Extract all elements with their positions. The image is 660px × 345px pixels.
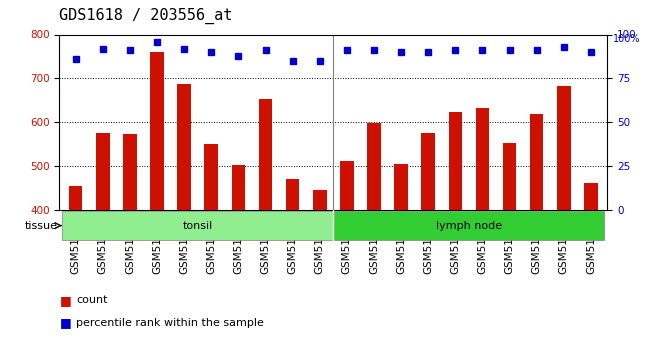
Bar <box>123 134 137 210</box>
Bar <box>394 164 408 210</box>
Text: lymph node: lymph node <box>436 220 502 230</box>
Text: tissue: tissue <box>25 220 58 230</box>
Text: ■: ■ <box>59 294 71 307</box>
Bar <box>449 112 462 210</box>
Bar <box>340 161 354 210</box>
Bar <box>476 108 489 210</box>
Bar <box>584 184 598 210</box>
Bar <box>205 145 218 210</box>
Bar <box>422 134 435 210</box>
Bar <box>557 86 571 210</box>
Text: tonsil: tonsil <box>183 220 213 230</box>
Text: percentile rank within the sample: percentile rank within the sample <box>76 318 264 327</box>
Bar <box>530 114 543 210</box>
Text: GDS1618 / 203556_at: GDS1618 / 203556_at <box>59 8 233 24</box>
Bar <box>259 99 273 210</box>
Bar <box>286 179 300 210</box>
Bar <box>232 165 245 210</box>
Bar <box>367 124 381 210</box>
FancyBboxPatch shape <box>333 211 605 240</box>
Bar <box>503 143 516 210</box>
Bar <box>313 190 327 210</box>
Bar <box>69 186 82 210</box>
Bar <box>96 133 110 210</box>
Text: 100%: 100% <box>612 34 640 45</box>
Text: ■: ■ <box>59 316 71 329</box>
Bar <box>178 83 191 210</box>
Bar <box>150 52 164 210</box>
Text: count: count <box>76 295 108 305</box>
FancyBboxPatch shape <box>62 211 333 240</box>
